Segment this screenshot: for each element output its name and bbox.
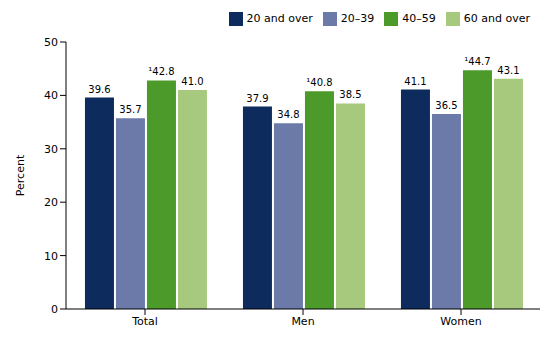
svg-text:37.9: 37.9: [246, 93, 268, 104]
svg-text:¹42.8: ¹42.8: [148, 66, 174, 77]
svg-text:0: 0: [51, 303, 58, 316]
svg-text:Total: Total: [131, 315, 158, 328]
svg-text:20: 20: [44, 196, 58, 209]
svg-text:¹44.7: ¹44.7: [464, 56, 490, 67]
svg-text:41.0: 41.0: [181, 76, 203, 87]
svg-text:Percent: Percent: [14, 154, 27, 196]
html-text:20 and over: 20 and over: [246, 12, 313, 25]
svg-text:35.7: 35.7: [119, 104, 141, 115]
svg-text:10: 10: [44, 250, 58, 263]
svg-text:38.5: 38.5: [339, 89, 361, 100]
svg-text:Women: Women: [440, 315, 481, 328]
svg-text:36.5: 36.5: [435, 100, 457, 111]
svg-text:41.1: 41.1: [404, 76, 426, 87]
svg-text:39.6: 39.6: [88, 84, 110, 95]
svg-text:43.1: 43.1: [497, 65, 519, 76]
svg-text:¹40.8: ¹40.8: [306, 77, 332, 88]
svg-text:50: 50: [44, 36, 58, 49]
html-text:40–59: 40–59: [402, 12, 436, 25]
svg-text:30: 30: [44, 143, 58, 156]
html-text:20–39: 20–39: [340, 12, 375, 25]
html-text:60 and over: 60 and over: [463, 12, 530, 25]
svg-text:Men: Men: [291, 315, 314, 328]
svg-text:40: 40: [44, 89, 58, 102]
svg-text:34.8: 34.8: [277, 109, 299, 120]
